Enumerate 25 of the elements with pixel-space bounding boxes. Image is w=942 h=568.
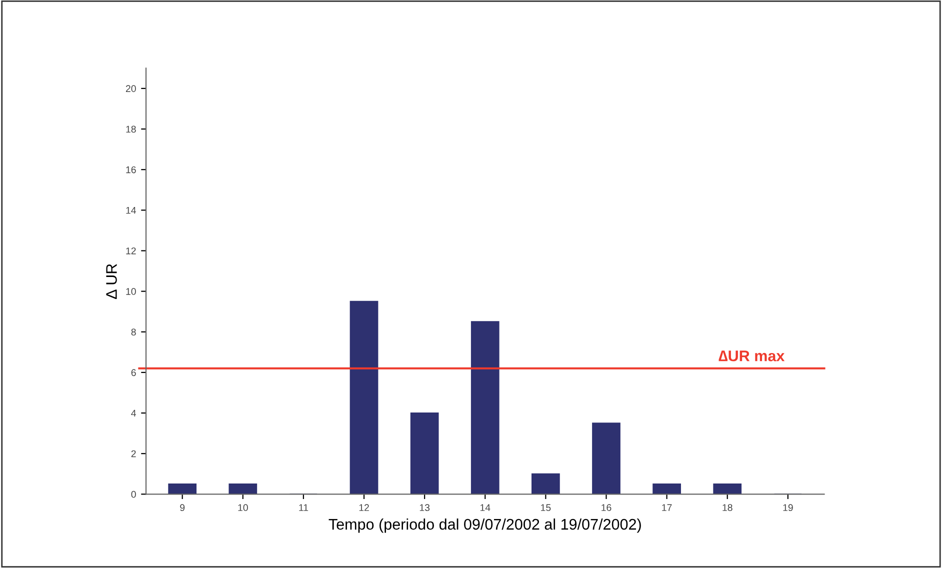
y-tick-label: 6 [131,369,136,376]
x-tick-label: 9 [180,504,185,512]
y-tick-label: 8 [131,328,136,336]
x-tick-label: 18 [722,504,732,512]
y-tick-label: 12 [126,247,136,254]
x-tick-label: 11 [299,504,308,511]
y-tick-label: 14 [126,206,136,214]
x-tick-label: 13 [420,504,430,512]
x-tick-label: 16 [602,504,612,512]
x-tick-label: 12 [359,504,369,511]
x-axis-title: Tempo (periodo dal 09/07/2002 al 19/07/2002) [328,518,641,533]
y-tick-label: 18 [126,126,136,133]
y-tick-label: 20 [126,85,136,92]
y-tick-label: 2 [131,450,136,458]
x-tick-label: 10 [238,504,248,512]
ref-line-label: ∆UR max [718,350,785,362]
x-tick-label: 15 [541,504,551,512]
y-tick-label: 4 [131,410,136,417]
y-tick-label: 10 [126,288,136,295]
x-tick-label: 17 [662,504,672,511]
y-tick-label: 16 [126,166,136,174]
y-axis-title: ∆ UR [106,264,117,299]
x-tick-label: 19 [783,504,793,512]
x-tick-label: 14 [480,504,490,511]
y-tick-label: 0 [131,490,136,498]
